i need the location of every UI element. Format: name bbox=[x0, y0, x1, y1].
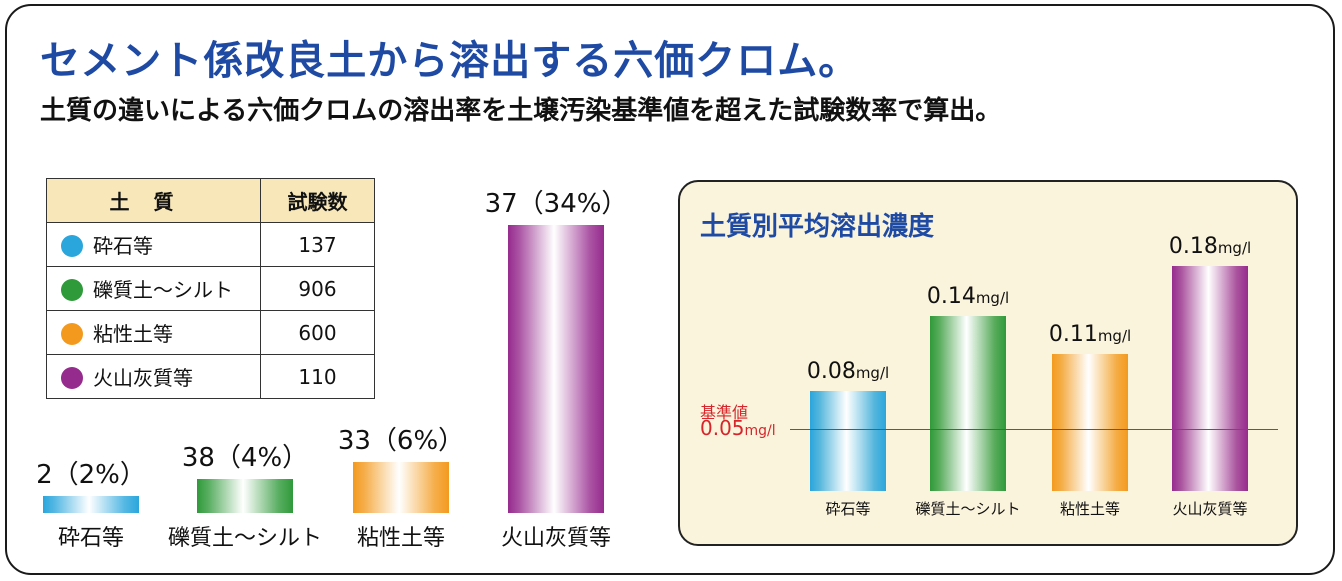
row-test-count: 600 bbox=[260, 310, 375, 355]
row-soil-name: 砕石等 bbox=[93, 234, 153, 258]
concentration-bar bbox=[1052, 353, 1128, 491]
concentration-value-label: 0.18mg/l bbox=[1168, 234, 1252, 259]
row-soil-name: 礫質土～シルト bbox=[93, 278, 233, 302]
gravel-dot-icon bbox=[61, 235, 83, 257]
exceedance-bar bbox=[43, 496, 139, 513]
reference-line bbox=[790, 428, 1278, 430]
silt-dot-icon bbox=[61, 279, 83, 301]
concentration-chart-title: 土質別平均溶出濃度 bbox=[700, 212, 935, 242]
table-header-row: 土質 試験数 bbox=[46, 178, 375, 223]
concentration-bar bbox=[810, 391, 886, 491]
table-row: 砕石等 137 bbox=[46, 222, 375, 267]
table-row: 礫質土～シルト 906 bbox=[46, 266, 375, 311]
row-test-count: 110 bbox=[260, 354, 375, 399]
col-header-tests: 試験数 bbox=[260, 178, 375, 223]
table-row: 火山灰質等 110 bbox=[46, 354, 375, 399]
concentration-bar bbox=[930, 316, 1006, 491]
concentration-value-label: 0.11mg/l bbox=[1048, 321, 1132, 347]
clay-dot-icon bbox=[61, 323, 83, 345]
exceedance-value-label: 33（6%） bbox=[337, 426, 465, 457]
col-header-soil: 土質 bbox=[46, 178, 261, 223]
concentration-category-label: 礫質土～シルト bbox=[915, 500, 1021, 518]
concentration-bar bbox=[1172, 266, 1248, 491]
concentration-category-label: 砕石等 bbox=[825, 500, 871, 518]
exceedance-value-label: 37（34%） bbox=[484, 189, 628, 219]
concentration-value-label: 0.14mg/l bbox=[926, 284, 1010, 309]
page-subtitle: 土質の違いによる六価クロムの溶出率を土壌汚染基準値を超えた試験数率で算出。 bbox=[40, 96, 1002, 126]
reference-name-label: 基準値 bbox=[700, 402, 749, 422]
page-title: セメント係改良土から溶出する六価クロム。 bbox=[40, 38, 860, 84]
table-row: 粘性土等 600 bbox=[46, 310, 375, 355]
exceedance-category-label: 粘性土等 bbox=[356, 526, 446, 551]
volcanic-dot-icon bbox=[61, 367, 83, 389]
row-soil-name: 火山灰質等 bbox=[93, 366, 193, 390]
row-test-count: 906 bbox=[260, 266, 375, 311]
concentration-category-label: 粘性土等 bbox=[1059, 500, 1121, 518]
exceedance-bar bbox=[353, 462, 449, 513]
concentration-category-label: 火山灰質等 bbox=[1172, 500, 1248, 518]
exceedance-category-label: 火山灰質等 bbox=[500, 526, 612, 551]
reference-value-label: 0.05mg/l bbox=[700, 415, 776, 440]
exceedance-category-label: 礫質土～シルト bbox=[167, 526, 323, 551]
row-soil-name: 粘性土等 bbox=[93, 322, 173, 346]
exceedance-value-label: 38（4%） bbox=[181, 443, 309, 474]
exceedance-value-label: 2（2%） bbox=[36, 460, 146, 491]
exceedance-bar bbox=[508, 225, 604, 513]
concentration-value-label: 0.08mg/l bbox=[806, 359, 890, 384]
soil-table: 土質 試験数 砕石等 137 礫質土～シルト 906 粘性土等 600 火山灰質… bbox=[46, 178, 375, 399]
row-test-count: 137 bbox=[260, 222, 375, 267]
exceedance-category-label: 砕石等 bbox=[57, 526, 125, 551]
exceedance-bar bbox=[197, 479, 293, 513]
